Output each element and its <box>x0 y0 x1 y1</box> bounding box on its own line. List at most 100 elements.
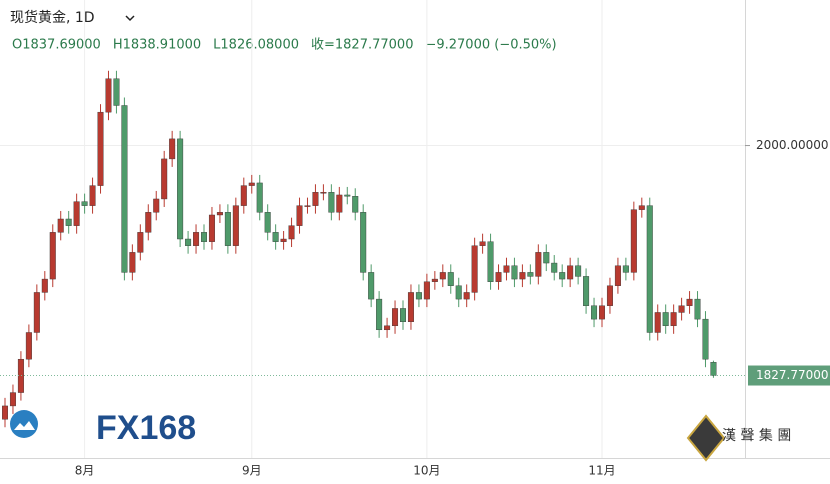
ohlc-value: O1837.69000 <box>12 38 101 53</box>
candle-body <box>575 265 582 277</box>
candle-body <box>129 252 136 273</box>
candle-body <box>288 225 295 240</box>
candle-body <box>543 252 550 264</box>
candle-body <box>224 212 231 246</box>
candle-body <box>256 182 263 213</box>
candle-body <box>73 201 80 226</box>
candle-body <box>296 205 303 226</box>
candle-body <box>599 305 606 320</box>
candle-body <box>702 318 709 360</box>
candle-body <box>503 265 510 273</box>
x-tick-label: 9月 <box>242 464 262 478</box>
candle-body <box>670 312 677 327</box>
candle-body <box>535 252 542 277</box>
candle-body <box>344 194 351 197</box>
candle-body <box>193 232 200 246</box>
candle-body <box>248 182 255 186</box>
candle-body <box>81 201 88 206</box>
candle-body <box>447 272 454 286</box>
candle-body <box>495 272 502 282</box>
candle-body <box>232 205 239 246</box>
candle-body <box>392 308 399 327</box>
candle-body <box>264 212 271 233</box>
candle-body <box>113 78 120 106</box>
candle-body <box>479 241 486 246</box>
ohlc-value: H1838.91000 <box>113 38 201 53</box>
candle-body <box>121 105 128 273</box>
candle-body <box>89 185 96 206</box>
candle-body <box>519 272 526 280</box>
candle-body <box>137 232 144 253</box>
candle-body <box>423 281 430 300</box>
candle-body <box>511 265 518 280</box>
candle-body <box>583 276 590 306</box>
candle-body <box>320 192 327 194</box>
candle-body <box>216 212 223 216</box>
y-tick-label: 2000.00000 <box>756 138 829 152</box>
candle-body <box>646 205 653 333</box>
candle-body <box>654 312 661 333</box>
candle-body <box>2 405 8 420</box>
candle-body <box>153 198 160 213</box>
candle-body <box>65 218 72 226</box>
candle-body <box>9 392 16 407</box>
candle-body <box>161 158 168 200</box>
candle-body <box>336 194 343 213</box>
candle-body <box>455 285 462 300</box>
candle-body <box>710 362 717 376</box>
candle-body <box>431 278 438 282</box>
candle-body <box>145 212 152 233</box>
candle-body <box>105 78 112 113</box>
last-price-tag <box>748 365 830 386</box>
candle-body <box>686 298 693 306</box>
candle-body <box>312 192 319 206</box>
candle-body <box>185 238 192 246</box>
x-tick-label: 11月 <box>588 464 615 478</box>
time-axis-border <box>0 458 830 459</box>
candle-body <box>352 196 359 213</box>
candle-body <box>328 192 335 213</box>
candle-body <box>200 232 207 242</box>
candle-body <box>304 205 311 207</box>
app-icon[interactable] <box>10 410 38 438</box>
candle-body <box>384 325 391 331</box>
candle-body <box>439 272 446 280</box>
last-price-label: 1827.77000 <box>756 368 829 382</box>
chart-title: 现货黄金, 1D <box>10 9 95 26</box>
candle-body <box>240 185 247 206</box>
x-tick-label: 10月 <box>413 464 440 478</box>
candle-body <box>368 272 375 300</box>
candle-body <box>614 265 621 286</box>
candle-body <box>567 265 574 280</box>
candle-body <box>606 285 613 306</box>
dropdown-icon[interactable] <box>125 15 135 22</box>
candle-body <box>360 212 367 273</box>
candle-body <box>97 111 104 186</box>
candle-body <box>49 232 56 280</box>
candle-body <box>487 241 494 282</box>
candle-body <box>471 245 478 293</box>
ohlc-header: O1837.69000 H1838.91000 L1826.08000 收=1827.… <box>12 38 557 53</box>
candle-body <box>662 312 669 327</box>
candle-body <box>169 138 176 160</box>
candle-body <box>630 209 637 273</box>
logo: FX168 <box>96 409 196 447</box>
candle-body <box>559 272 566 280</box>
ohlc-value: 收=1827.77000 <box>311 38 413 53</box>
candle-body <box>694 298 701 320</box>
candle-body <box>376 298 383 331</box>
candle-body <box>638 205 645 210</box>
candle-body <box>57 218 64 233</box>
watermark: 漢 聲 集 團 <box>722 427 791 444</box>
candle-body <box>527 272 534 277</box>
candle-body <box>272 232 279 242</box>
candle-body <box>208 214 215 242</box>
x-tick-label: 8月 <box>75 464 95 478</box>
candle-body <box>25 332 32 360</box>
ohlc-value: L1826.08000 <box>213 38 299 53</box>
candle-body <box>280 238 287 242</box>
candle-body <box>415 292 422 300</box>
candle-body <box>622 265 629 273</box>
